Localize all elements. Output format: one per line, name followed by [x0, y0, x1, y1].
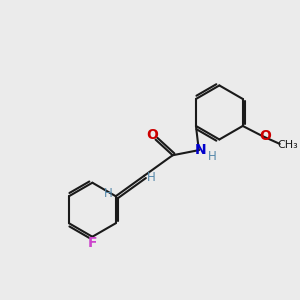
Text: H: H [104, 187, 113, 200]
Text: CH₃: CH₃ [277, 140, 298, 150]
Text: N: N [194, 142, 206, 157]
Text: F: F [88, 236, 97, 250]
Text: H: H [208, 150, 217, 163]
Text: H: H [147, 171, 156, 184]
Text: O: O [260, 130, 272, 143]
Text: O: O [146, 128, 158, 142]
